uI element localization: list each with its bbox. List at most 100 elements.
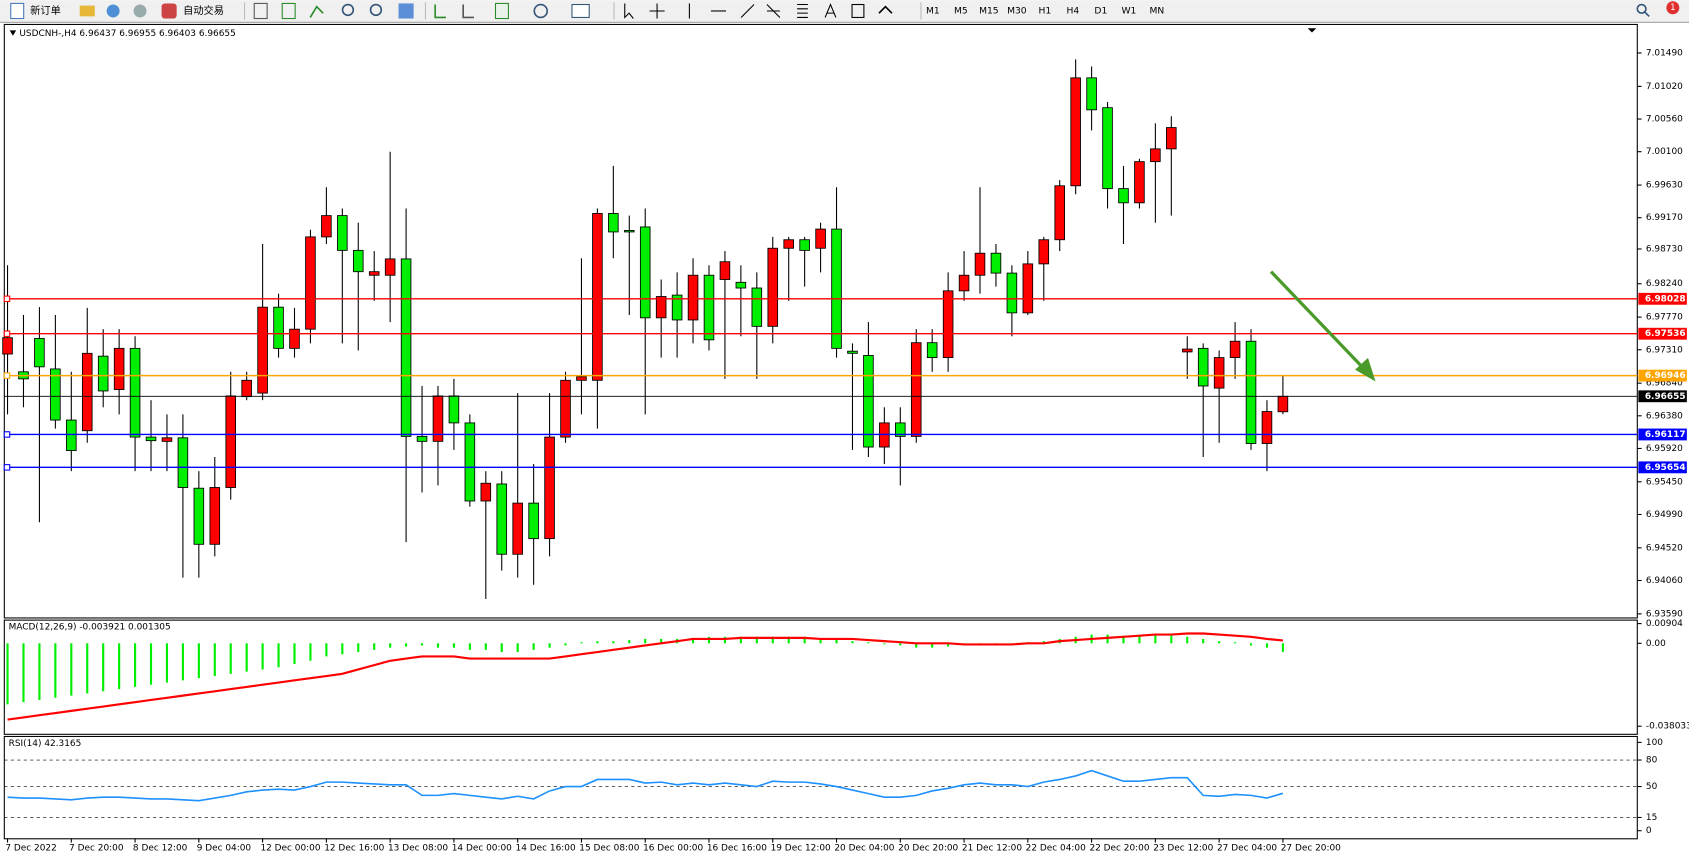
price-tick-label: 6.94990 — [1646, 510, 1683, 520]
timeframe-button[interactable]: H1 — [1039, 6, 1052, 16]
rsi-tick-label: 50 — [1646, 782, 1658, 792]
annotation-arrowhead — [1355, 357, 1376, 382]
fibo-icon[interactable] — [797, 3, 808, 18]
indicators-icon[interactable] — [494, 2, 509, 20]
candle-body — [974, 252, 986, 276]
arrows-icon[interactable] — [878, 5, 893, 14]
periods-icon[interactable] — [533, 3, 549, 19]
symbol-menu-icon[interactable] — [9, 30, 17, 36]
candle-body — [1022, 263, 1034, 314]
time-label: 7 Dec 2022 — [5, 843, 56, 853]
timeframe-button[interactable]: M15 — [979, 6, 999, 16]
current-price-label: 6.96655 — [1645, 392, 1686, 402]
tile-icon[interactable] — [398, 3, 414, 19]
price-tick-label: 6.99170 — [1646, 213, 1683, 223]
notification-count: 1 — [1670, 3, 1675, 13]
price-tick-label: 6.96840 — [1646, 379, 1683, 389]
price-tick-label: 6.94520 — [1646, 543, 1683, 553]
candle-body — [655, 296, 667, 319]
candle-body — [1181, 348, 1193, 353]
time-label: 12 Dec 00:00 — [260, 843, 320, 853]
level-label: 6.95654 — [1645, 463, 1686, 473]
candle-body — [321, 215, 332, 238]
text-icon[interactable] — [824, 3, 837, 18]
candle-body — [687, 274, 699, 321]
rsi-tick-label: 0 — [1646, 826, 1652, 836]
candle-body — [1245, 340, 1257, 444]
macd-pane — [3, 619, 1638, 735]
timeframe-button[interactable]: M1 — [926, 6, 940, 16]
tool-icon[interactable] — [309, 5, 324, 18]
timeframe-button[interactable]: W1 — [1121, 6, 1136, 16]
candle-body — [368, 271, 380, 276]
candle-body — [958, 274, 970, 292]
candle-body — [34, 337, 45, 368]
price-tick-label: 6.97310 — [1646, 345, 1683, 355]
time-label: 16 Dec 16:00 — [707, 843, 767, 853]
new-order-icon[interactable] — [10, 2, 25, 20]
rsi-tick-label: 100 — [1646, 738, 1663, 748]
templates-icon[interactable] — [571, 3, 590, 18]
search-icon[interactable] — [1636, 3, 1647, 14]
candle-body — [1229, 340, 1241, 359]
level-line-handle — [3, 330, 11, 337]
rsi-tick-label: 15 — [1646, 813, 1657, 823]
timeframe-button[interactable]: D1 — [1094, 6, 1107, 16]
price-tick-label: 6.95920 — [1646, 444, 1683, 454]
plot-layer: 7.01490 7.01020 7.00560 7.00100 6.99630 6.991… — [2, 49, 1689, 853]
level-line-handle — [3, 295, 11, 303]
candle-body — [895, 422, 906, 437]
candle-body — [337, 215, 348, 251]
toolbar-bg — [0, 0, 1689, 22]
level-label-box — [1638, 369, 1687, 382]
candle-body — [751, 287, 763, 327]
candle-body — [273, 306, 284, 349]
crosshair-icon[interactable] — [649, 3, 665, 19]
timeframe-button[interactable]: H4 — [1067, 6, 1080, 16]
candle-body — [703, 274, 715, 341]
tool-icon[interactable] — [79, 5, 95, 17]
price-tick-label: 6.94060 — [1646, 576, 1683, 586]
macd-label: MACD(12,26,9) -0.003921 0.001305 — [9, 623, 171, 633]
price-tick-label: 6.93590 — [1646, 609, 1683, 619]
candle-body — [480, 482, 492, 502]
tool-icon[interactable] — [106, 4, 120, 18]
zoom-out-icon[interactable] — [369, 3, 383, 17]
tool-icon[interactable] — [133, 4, 147, 18]
price-tick-label: 7.01490 — [1646, 49, 1683, 59]
time-label: 20 Dec 20:00 — [898, 843, 958, 853]
zoom-in-icon[interactable] — [341, 3, 355, 17]
candle-body — [193, 487, 205, 545]
label-icon[interactable] — [851, 3, 865, 18]
level-label: 6.98028 — [1645, 294, 1686, 304]
tool-icon[interactable] — [434, 4, 446, 19]
price-tick-label: 6.99630 — [1646, 181, 1683, 191]
candle-body — [863, 355, 874, 448]
chart-header: USDCNH-,H4 6.96437 6.96955 6.96403 6.966… — [19, 29, 235, 39]
cursor-icon[interactable] — [624, 3, 634, 19]
tool-icon[interactable] — [462, 4, 474, 19]
candle-body — [528, 502, 539, 540]
tool-icon[interactable] — [253, 2, 268, 20]
new-order-button[interactable]: 新订单 — [30, 4, 61, 17]
candle-body — [831, 228, 842, 349]
candle-body — [81, 352, 93, 432]
candle-body — [448, 395, 460, 424]
tool-icon[interactable] — [281, 2, 296, 20]
time-label: 23 Dec 12:00 — [1153, 843, 1213, 853]
time-label: 8 Dec 12:00 — [133, 843, 188, 853]
level-line-handle — [3, 464, 11, 471]
macd-tick-label: 0.00 — [1646, 639, 1666, 649]
candle-body — [1197, 347, 1209, 387]
timeframe-button[interactable]: MN — [1150, 6, 1165, 16]
level-line-handle — [3, 431, 11, 438]
time-label: 14 Dec 00:00 — [452, 843, 512, 853]
timeframe-button[interactable]: M30 — [1007, 6, 1027, 16]
auto-trading-icon[interactable] — [161, 3, 177, 19]
timeframe-button[interactable]: M5 — [954, 6, 968, 16]
notification-badge[interactable] — [1666, 1, 1680, 15]
auto-trading-button[interactable]: 自动交易 — [183, 4, 224, 17]
candle-body — [767, 247, 779, 327]
trendline-icon[interactable] — [740, 4, 755, 18]
channel-icon[interactable] — [766, 4, 781, 18]
